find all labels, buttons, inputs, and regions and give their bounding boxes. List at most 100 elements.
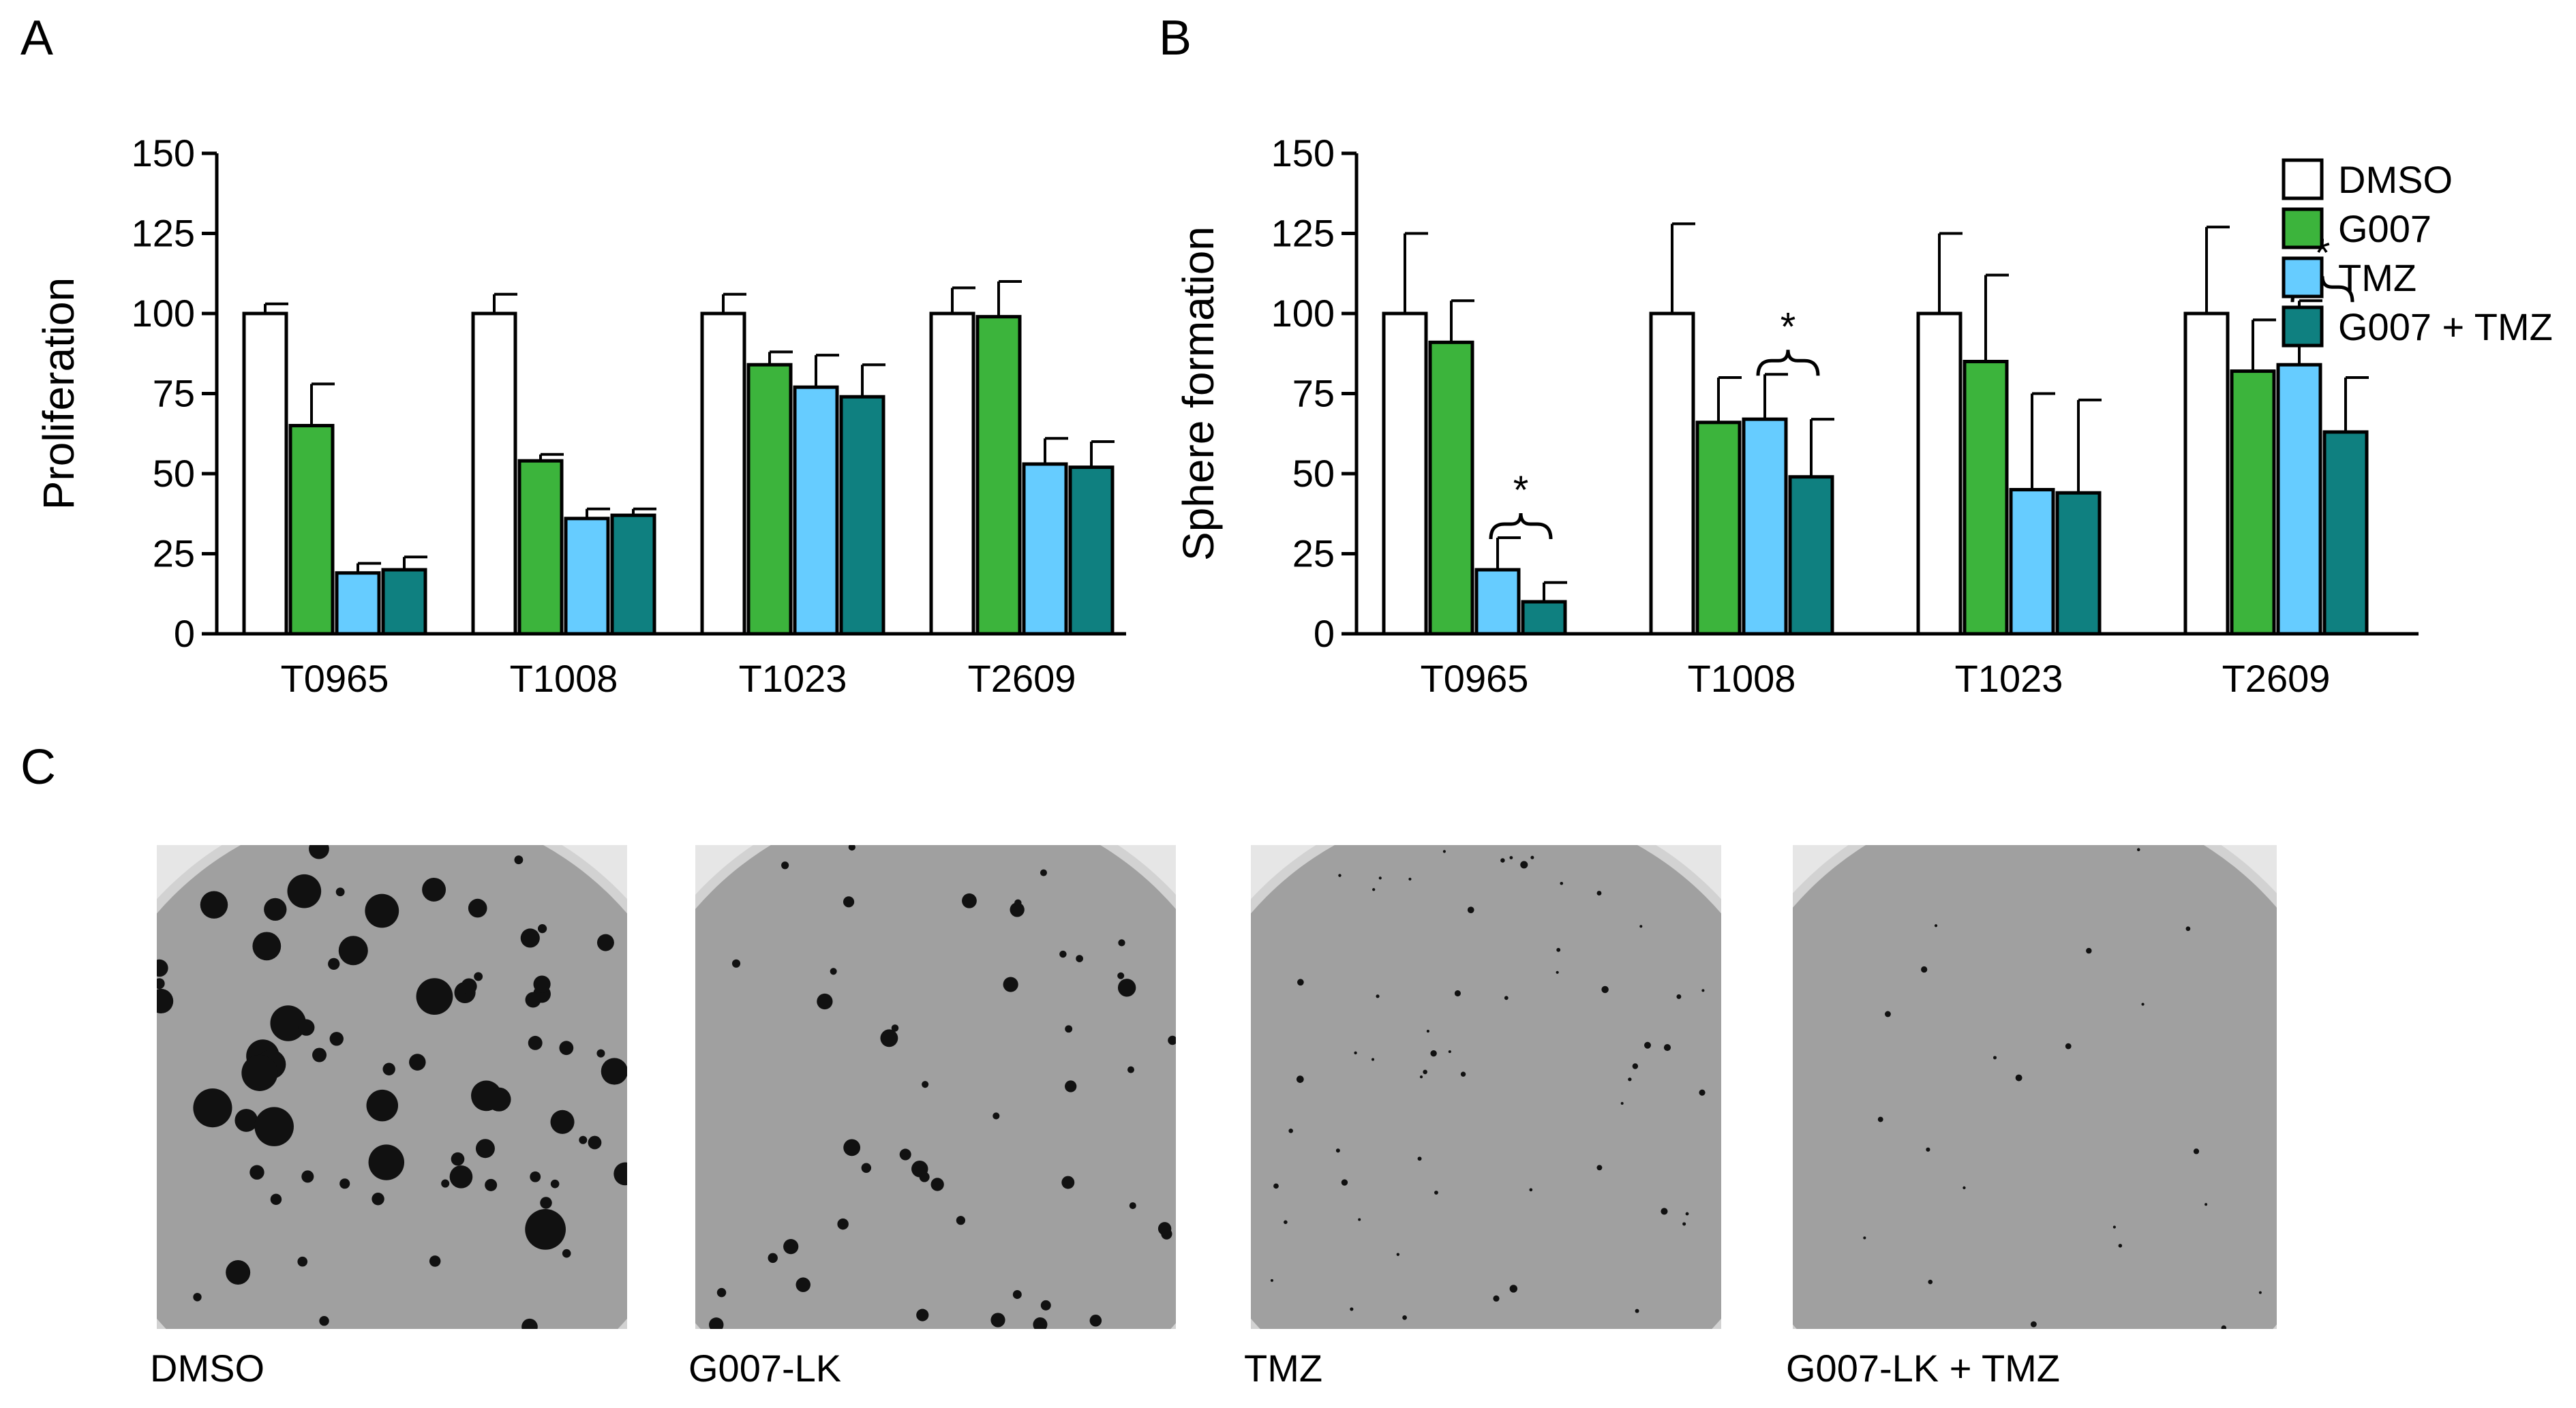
- colony: [226, 1260, 251, 1285]
- colony: [252, 932, 282, 961]
- chart-sphere-formation: Sphere formation 0 25 50 75 100 125 150 T0965 T10…: [1174, 132, 2553, 700]
- legend-swatch-g007: [2282, 207, 2324, 249]
- bar-tmz-t0965: [335, 571, 381, 636]
- plate-tmz: [1166, 796, 1806, 1408]
- colony: [2185, 926, 2191, 932]
- bar-g007-tmz-t1023: [839, 395, 885, 636]
- bar-g007-tmz-t0965: [1521, 600, 1567, 636]
- colony: [234, 1109, 258, 1132]
- colony: [830, 968, 837, 975]
- panel-letter-b: B: [1159, 11, 1192, 65]
- bar-g007-tmz-t1008: [1788, 475, 1834, 636]
- plate-dish: [618, 799, 1253, 1408]
- colony: [1396, 1253, 1400, 1256]
- colony: [992, 1112, 1000, 1120]
- bar-g007-t1023: [746, 363, 793, 636]
- colony: [1059, 950, 1067, 958]
- colony: [1877, 1116, 1883, 1122]
- x-tick-label: T1008: [1688, 657, 1796, 700]
- significance-star: *: [1781, 305, 1796, 349]
- colony: [1089, 1314, 1102, 1327]
- x-tick-label: T0965: [281, 657, 389, 700]
- colony: [550, 1109, 575, 1134]
- colony: [301, 1170, 314, 1183]
- colony: [601, 1058, 628, 1085]
- plate-caption-g007-lk-tmz: G007-LK + TMZ: [1786, 1347, 2061, 1390]
- colony: [1682, 1222, 1686, 1226]
- x-tick-label: T2609: [2222, 657, 2331, 700]
- colony: [540, 1197, 552, 1209]
- legend-label-dmso: DMSO: [2338, 158, 2453, 201]
- colony: [1863, 1236, 1866, 1240]
- colony: [1556, 970, 1559, 974]
- colony: [249, 1165, 264, 1180]
- colony: [441, 1179, 450, 1188]
- colony: [1270, 1279, 1273, 1282]
- colony: [1601, 985, 1609, 994]
- x-tick-label: T0965: [1421, 657, 1529, 700]
- colony: [1129, 1202, 1136, 1210]
- colony: [1338, 874, 1342, 877]
- y-tick-label: 150: [132, 132, 195, 174]
- y-tick-label: 50: [153, 452, 195, 495]
- colony: [1661, 1208, 1668, 1215]
- bar-g007-t1008: [517, 459, 564, 636]
- colony: [795, 1277, 810, 1292]
- bar-g007-t0965: [288, 424, 335, 636]
- colony: [1423, 1069, 1427, 1075]
- bar-g007-tmz-t1008: [610, 513, 656, 636]
- colony: [1628, 1077, 1632, 1082]
- y-tick-label: 75: [153, 372, 195, 415]
- plate-image: [1166, 796, 1806, 1408]
- colony: [153, 978, 165, 990]
- colony: [1701, 989, 1705, 992]
- colony: [899, 1148, 911, 1161]
- colony: [2086, 947, 2092, 954]
- colony: [382, 1062, 395, 1075]
- colony: [287, 874, 322, 908]
- colony: [328, 958, 340, 970]
- colony: [1448, 1050, 1451, 1054]
- colony: [1529, 1188, 1533, 1192]
- plate-image: [609, 789, 1262, 1408]
- colony: [596, 934, 614, 951]
- colony: [922, 1081, 929, 1088]
- colony: [1596, 891, 1602, 896]
- colony: [1685, 1212, 1689, 1216]
- x-tick-label: T1008: [510, 657, 618, 700]
- colony: [1273, 1183, 1279, 1189]
- colony: [1560, 881, 1564, 885]
- significance-bracket: [1756, 350, 1820, 376]
- colony: [525, 992, 541, 1008]
- bar-g007-t2609: [975, 315, 1022, 636]
- colony: [562, 1249, 571, 1258]
- significance-bracket: [1489, 512, 1553, 540]
- colony: [768, 1253, 778, 1264]
- colony: [319, 1315, 329, 1326]
- colony: [487, 1087, 511, 1112]
- colony: [270, 1193, 282, 1206]
- bar-g007-t0965: [1428, 340, 1474, 636]
- colony: [241, 1054, 278, 1091]
- panel-letter-c: C: [20, 740, 56, 795]
- bar-g007-t1008: [1695, 420, 1742, 636]
- colony: [1993, 1056, 1997, 1060]
- colony: [2112, 1225, 2116, 1229]
- bar-g007-t1023: [1963, 360, 2009, 636]
- colony: [1635, 1308, 1639, 1313]
- colony: [1372, 888, 1376, 891]
- colony: [1928, 1279, 1933, 1285]
- y-tick-label: 25: [1292, 532, 1335, 575]
- colony: [530, 1171, 541, 1182]
- colony: [514, 855, 524, 865]
- colony: [1065, 1025, 1073, 1033]
- bar-tmz-t1008: [564, 517, 610, 636]
- colony: [1297, 979, 1304, 986]
- colony: [1168, 1035, 1177, 1045]
- colony: [1442, 850, 1446, 853]
- colony: [1676, 994, 1682, 999]
- colony: [1663, 1044, 1671, 1052]
- colony: [193, 1088, 232, 1128]
- colony: [372, 1193, 384, 1206]
- colony: [2065, 1043, 2072, 1050]
